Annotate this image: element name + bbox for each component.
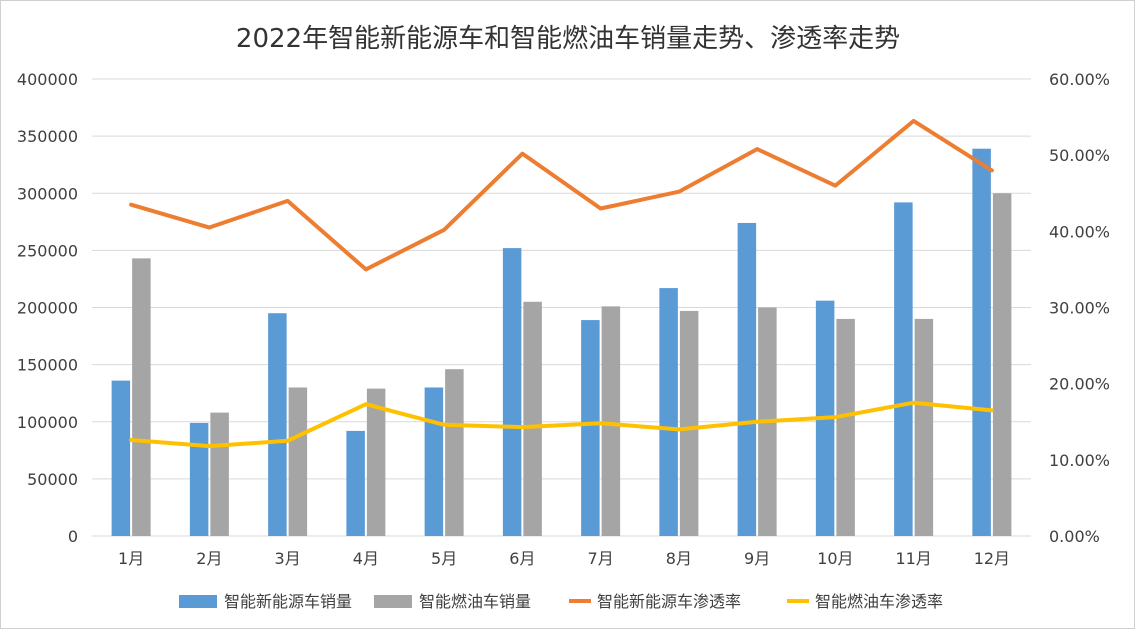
- bar-nev: [346, 430, 365, 536]
- right-axis-ticks: 0.00% 10.00% 20.00% 30.00% 40.00% 50.00% 60.00…: [1049, 70, 1110, 546]
- bar-nev: [111, 380, 131, 536]
- left-tick-label: 50000: [27, 470, 78, 489]
- legend-swatch: [179, 595, 217, 608]
- category-label: 2月: [196, 549, 222, 568]
- left-tick-label: 350000: [17, 127, 78, 146]
- bar-nev: [894, 202, 913, 536]
- category-label: 4月: [353, 549, 379, 568]
- bar-nev: [189, 422, 209, 536]
- category-label: 5月: [431, 549, 457, 568]
- left-tick-label: 200000: [17, 299, 78, 318]
- chart-title: 2022年智能新能源车和智能燃油车销量走势、渗透率走势: [236, 24, 900, 54]
- category-label: 10月: [817, 549, 853, 568]
- bar-fuel: [210, 412, 229, 536]
- legend-label: 智能新能源车销量: [224, 592, 352, 611]
- bar-nev: [659, 288, 678, 536]
- bar-nev: [424, 387, 444, 536]
- line-series-nev-penetration: [129, 118, 994, 272]
- legend-label: 智能新能源车渗透率: [597, 592, 741, 611]
- left-tick-label: 250000: [17, 241, 78, 260]
- bar-fuel: [445, 369, 464, 536]
- legend-label: 智能燃油车销量: [419, 592, 531, 611]
- category-label: 9月: [744, 549, 770, 568]
- bar-fuel: [288, 387, 308, 536]
- gridlines: [92, 78, 1031, 537]
- right-tick-label: 40.00%: [1049, 222, 1110, 241]
- bar-series-group: [111, 148, 1012, 536]
- right-tick-label: 60.00%: [1049, 70, 1110, 89]
- right-tick-label: 10.00%: [1049, 451, 1110, 470]
- bar-fuel: [366, 388, 386, 536]
- line-series-group: [129, 118, 994, 449]
- bar-nev: [268, 313, 287, 536]
- category-label: 12月: [974, 549, 1010, 568]
- bar-nev: [737, 222, 757, 536]
- left-tick-label: 400000: [17, 70, 78, 89]
- bar-fuel: [601, 306, 621, 536]
- category-label: 8月: [666, 549, 692, 568]
- left-axis-ticks: 0 50000 100000 150000 200000 250000 300000 3500…: [17, 70, 78, 546]
- bar-nev: [972, 148, 991, 536]
- right-tick-label: 20.00%: [1049, 375, 1110, 394]
- right-tick-label: 0.00%: [1049, 527, 1100, 546]
- left-tick-label: 0: [68, 527, 78, 546]
- bar-fuel: [523, 301, 542, 536]
- category-label: 7月: [588, 549, 614, 568]
- right-tick-label: 30.00%: [1049, 299, 1110, 318]
- left-tick-label: 100000: [17, 413, 78, 432]
- category-axis-labels: 1月 2月 3月 4月 5月 6月 7月 8月 9月 10月 11月 12月: [118, 549, 1010, 568]
- bar-nev: [502, 248, 522, 536]
- category-label: 11月: [895, 549, 931, 568]
- bar-nev: [581, 320, 600, 536]
- bar-fuel: [992, 193, 1012, 536]
- bar-fuel: [679, 310, 699, 536]
- bar-fuel: [836, 318, 855, 536]
- bar-fuel: [914, 318, 934, 536]
- bar-fuel: [132, 258, 151, 536]
- right-tick-label: 50.00%: [1049, 146, 1110, 165]
- left-tick-label: 300000: [17, 184, 78, 203]
- legend: 智能新能源车销量 智能燃油车销量 智能新能源车渗透率 智能燃油车渗透率: [179, 592, 943, 611]
- category-label: 1月: [118, 549, 144, 568]
- line-series-fuel-penetration: [129, 400, 994, 449]
- legend-swatch: [374, 595, 412, 608]
- legend-label: 智能燃油车渗透率: [815, 592, 943, 611]
- category-label: 6月: [509, 549, 535, 568]
- left-tick-label: 150000: [17, 356, 78, 375]
- category-label: 3月: [275, 549, 301, 568]
